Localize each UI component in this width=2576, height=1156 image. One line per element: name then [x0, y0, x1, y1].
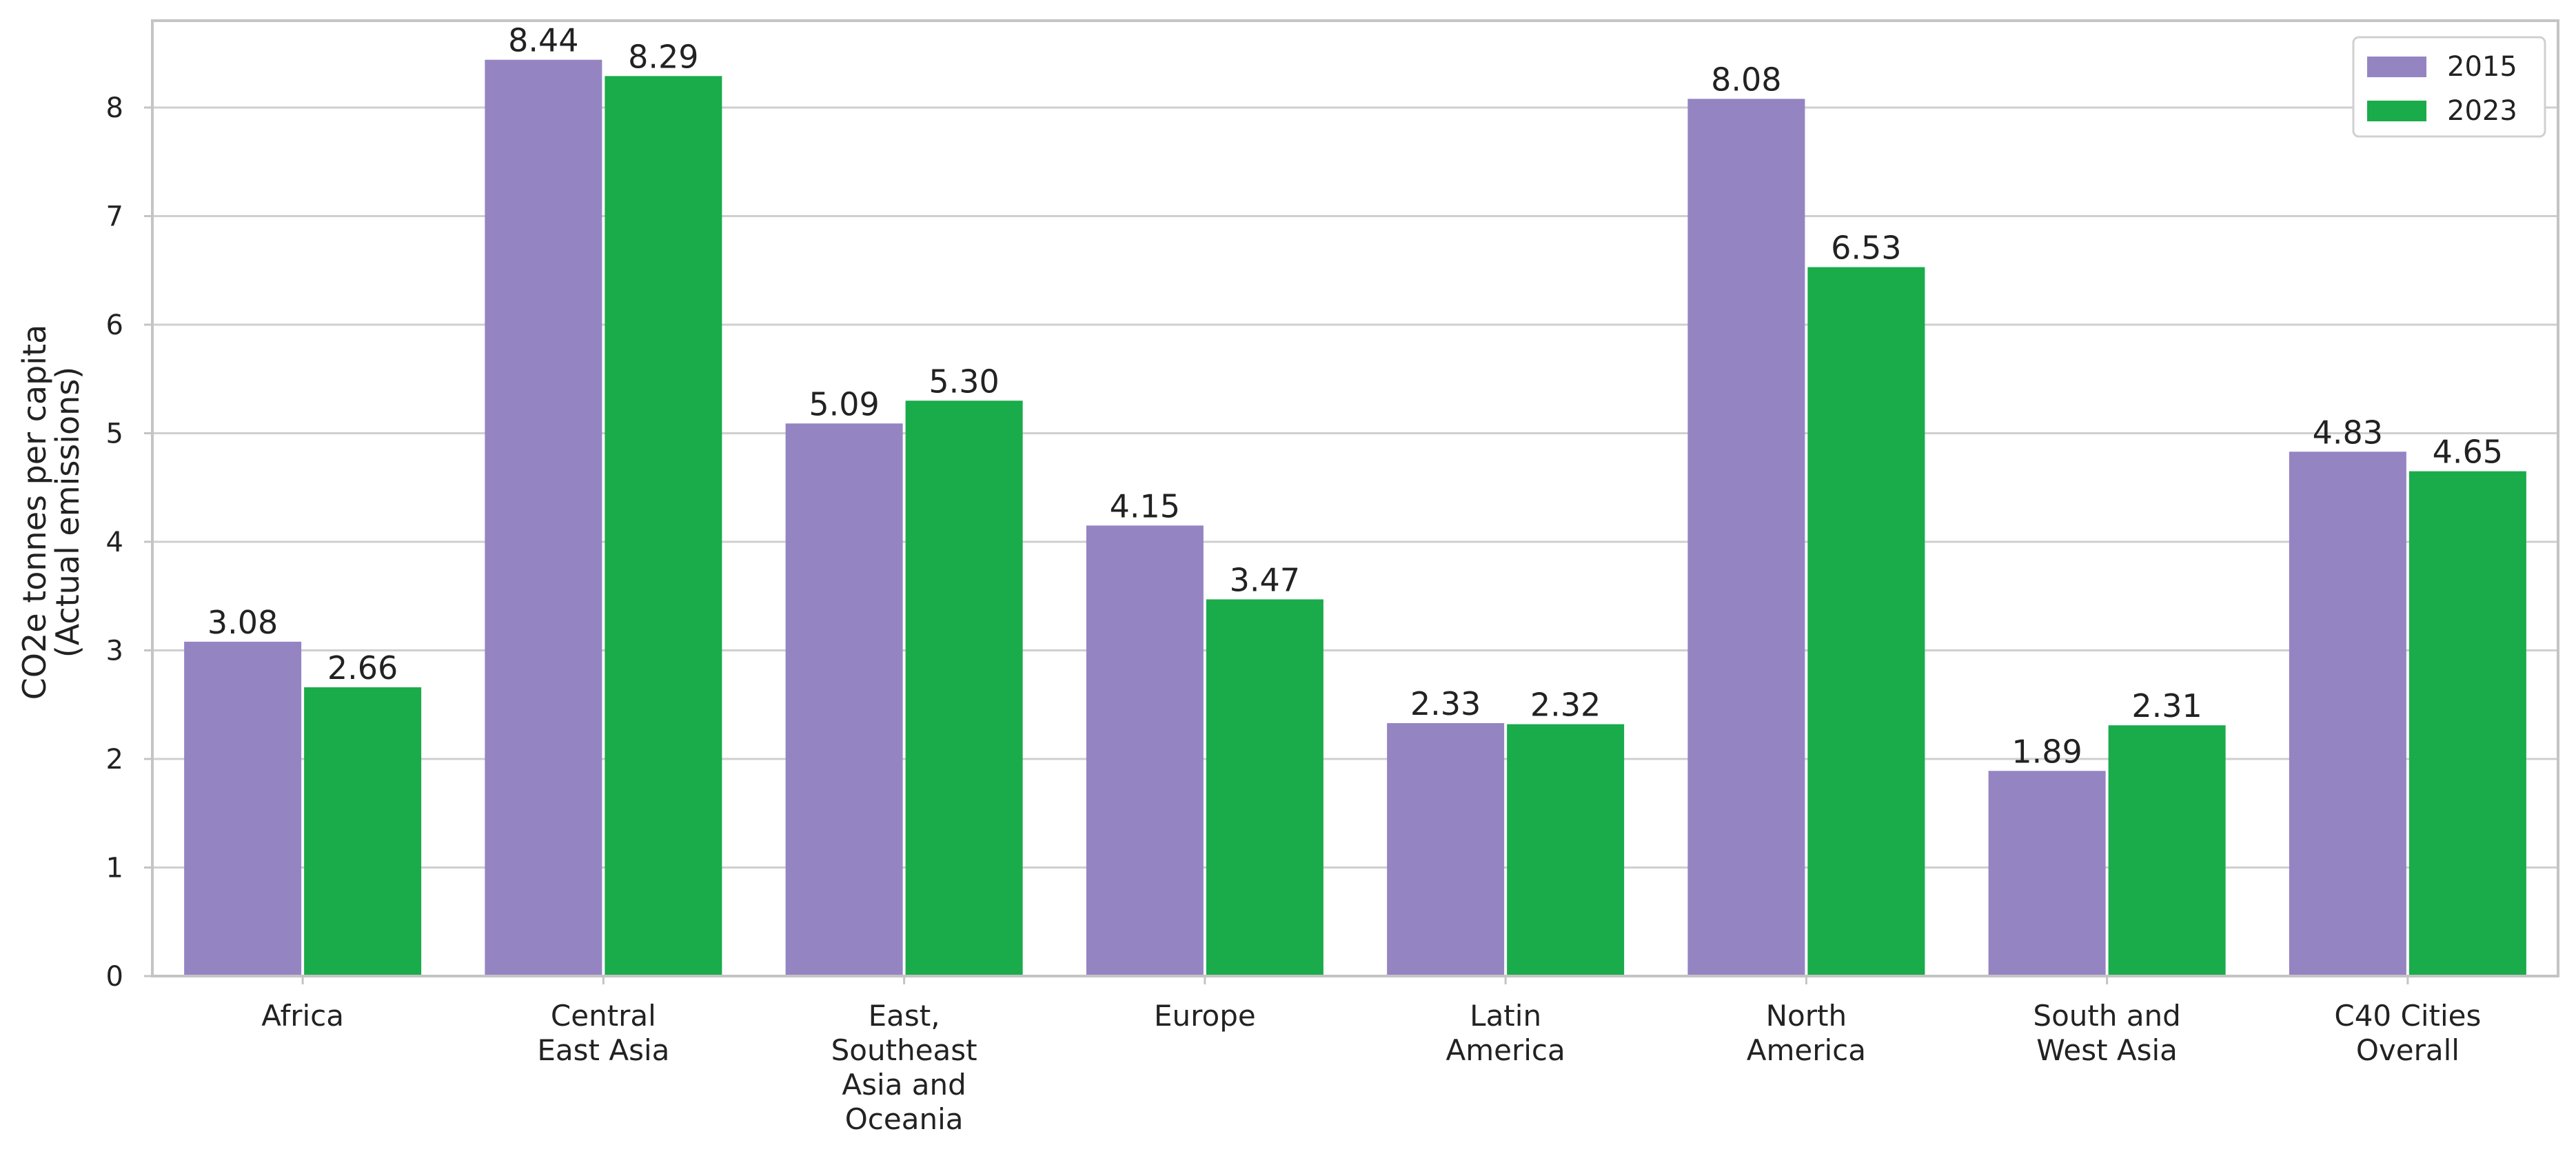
legend-label: 2023 [2447, 95, 2517, 127]
bar-value-label: 4.83 [2313, 414, 2383, 451]
bar-2015 [1687, 99, 1805, 976]
legend-label: 2015 [2447, 51, 2517, 83]
x-tick-label: Overall [2356, 1033, 2460, 1067]
legend: 2015 2023 [2352, 36, 2546, 138]
bar-2023 [1507, 724, 1625, 976]
x-tick-label: East Asia [537, 1033, 669, 1067]
x-tick-label: America [1747, 1033, 1866, 1067]
value-labels: 3.08 2.66 8.44 8.29 5.09 5.30 4.15 3.47 2.33 2.32… [207, 22, 2503, 771]
x-tick-label: Southeast [831, 1033, 977, 1067]
x-tick-label: South and [2033, 999, 2180, 1033]
bar-value-label: 3.47 [1230, 561, 1300, 598]
y-axis-title-line: (Actual emissions) [49, 367, 86, 658]
bar-2015 [1988, 771, 2106, 976]
bar-2023 [2408, 471, 2526, 976]
y-axis-title: CO2e tonnes per capita(Actual emissions) [16, 325, 86, 700]
x-tick-label: Asia and [842, 1068, 966, 1102]
bar-2015 [785, 423, 903, 976]
bar-2023 [2108, 725, 2226, 976]
bar-value-label: 6.53 [1831, 230, 1901, 267]
bar-2015 [1387, 723, 1505, 976]
x-tick-label: Central [551, 999, 656, 1033]
y-tick-label: 0 [106, 961, 123, 993]
bar-value-label: 4.15 [1110, 487, 1180, 525]
y-tick-label: 4 [106, 527, 123, 558]
y-tick-label: 1 [106, 853, 123, 884]
y-axis-title-line: CO2e tonnes per capita [16, 325, 53, 700]
x-tick-label: C40 Cities [2334, 999, 2481, 1033]
y-tick-label: 7 [106, 201, 123, 233]
bar-value-label: 2.33 [1410, 685, 1481, 722]
bar-value-label: 2.66 [327, 649, 398, 687]
x-tick-label: East, [869, 999, 940, 1033]
bar-2023 [304, 687, 422, 976]
x-tick-label: Africa [261, 999, 344, 1033]
bar-value-label: 8.08 [1711, 61, 1781, 98]
x-tick-label: Oceania [845, 1102, 964, 1136]
x-tick-label: America [1446, 1033, 1565, 1067]
y-tick-label: 2 [106, 744, 123, 775]
bar-value-label: 5.30 [929, 363, 999, 400]
y-tick-label: 3 [106, 636, 123, 667]
bar-2023 [905, 400, 1023, 976]
bar-2023 [1206, 599, 1324, 976]
y-tick-label: 8 [106, 92, 123, 124]
x-tick-label: North [1766, 999, 1847, 1033]
bar-2023 [605, 76, 722, 977]
bar-value-label: 2.32 [1530, 687, 1601, 724]
bar-2015 [485, 59, 602, 977]
bar-value-label: 4.65 [2433, 434, 2503, 471]
bar-value-label: 1.89 [2011, 733, 2082, 770]
x-tick-label: West Asia [2036, 1033, 2178, 1067]
bar-2015 [2289, 452, 2406, 976]
bar-value-label: 3.08 [207, 604, 278, 641]
plot-frame [151, 19, 2559, 977]
bar-value-label: 2.31 [2131, 687, 2202, 724]
y-tick-label: 6 [106, 310, 123, 341]
x-tick-label: Latin [1470, 999, 1541, 1033]
bar-2023 [1807, 267, 1925, 976]
y-tick-label: 5 [106, 418, 123, 450]
bar-value-label: 8.29 [628, 38, 698, 75]
bar-value-label: 5.09 [809, 385, 879, 423]
bar-2015 [184, 641, 302, 976]
bar-2015 [1086, 525, 1204, 976]
legend-swatch-2015 [2367, 57, 2426, 77]
x-tick-label: Europe [1154, 999, 1256, 1033]
bar-value-label: 8.44 [508, 22, 578, 59]
legend-swatch-2023 [2367, 101, 2426, 121]
bars [184, 59, 2526, 977]
